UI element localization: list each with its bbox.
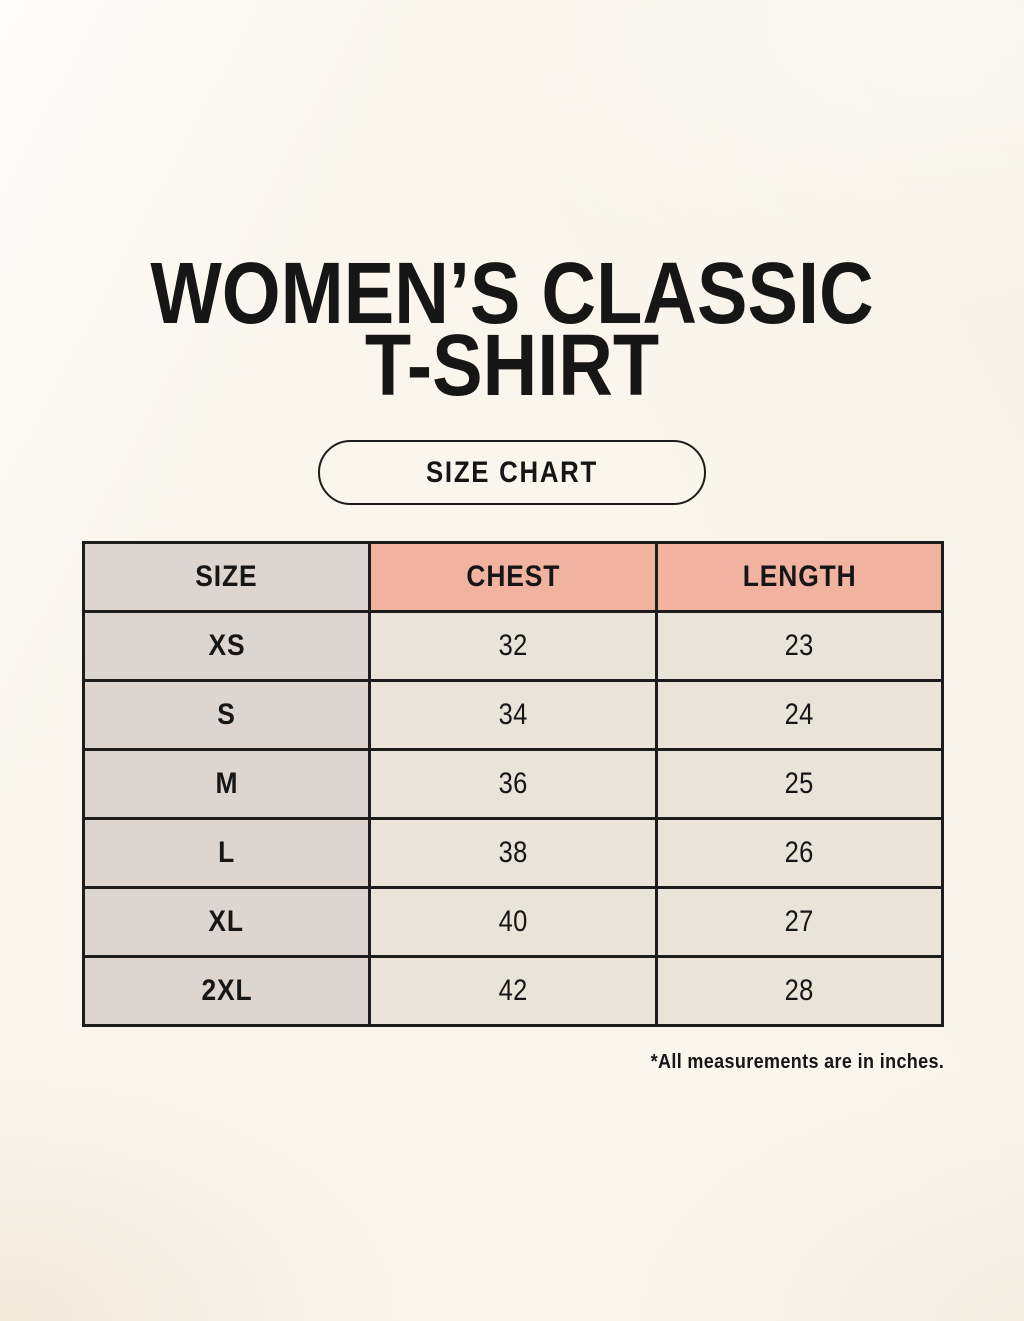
length-cell: 26	[654, 817, 945, 889]
cell-value: 42	[498, 974, 528, 1007]
cell-value: 34	[498, 698, 528, 731]
size-cell: XL	[81, 886, 372, 958]
page-title-line-1: WOMEN’S CLASSIC	[150, 245, 874, 342]
header-row: SIZE CHEST LENGTH	[81, 541, 945, 613]
size-cell: L	[81, 817, 372, 889]
size-cell: M	[81, 748, 372, 820]
length-cell: 23	[654, 610, 945, 682]
cell-value: XL	[208, 905, 245, 938]
measurements-footnote: *All measurements are in inches.	[650, 1051, 944, 1073]
column-header-chest-label: CHEST	[466, 560, 560, 593]
page-title: WOMEN’S CLASSIC T-SHIRT	[67, 245, 958, 415]
cell-value: 32	[498, 629, 528, 662]
size-table: SIZE CHEST LENGTH XS 32 23 S 34 24 M 36 25 L 38 26 X…	[81, 541, 945, 1027]
cell-value: 24	[784, 698, 814, 731]
table-row: M 36 25	[81, 748, 945, 820]
cell-value: 36	[498, 767, 528, 800]
cell-value: M	[215, 767, 239, 800]
size-cell: XS	[81, 610, 372, 682]
table-row: XS 32 23	[81, 610, 945, 682]
cell-value: 40	[498, 905, 528, 938]
size-table-body: XS 32 23 S 34 24 M 36 25 L 38 26 XL 40 27 2XL 42 28	[81, 610, 945, 1027]
cell-value: XS	[208, 629, 246, 662]
size-chart-badge: SIZE CHART	[318, 440, 706, 505]
cell-value: 2XL	[201, 974, 253, 1007]
cell-value: 26	[784, 836, 814, 869]
chest-cell: 36	[368, 748, 658, 820]
cell-value: 28	[784, 974, 814, 1007]
table-row: 2XL 42 28	[81, 955, 945, 1027]
cell-value: 23	[784, 629, 814, 662]
cell-value: 25	[784, 767, 814, 800]
length-cell: 27	[654, 886, 945, 958]
chest-cell: 38	[368, 817, 658, 889]
cell-value: 38	[498, 836, 528, 869]
cell-value: 27	[784, 905, 814, 938]
page-title-line-2: T-SHIRT	[364, 317, 660, 415]
chest-cell: 34	[368, 679, 658, 751]
column-header-length-label: LENGTH	[742, 560, 857, 593]
size-chart-badge-label: SIZE CHART	[426, 455, 598, 489]
size-cell: S	[81, 679, 372, 751]
column-header-size: SIZE	[81, 541, 372, 613]
length-cell: 24	[654, 679, 945, 751]
size-table-header: SIZE CHEST LENGTH	[81, 541, 945, 613]
table-row: L 38 26	[81, 817, 945, 889]
cell-value: S	[217, 698, 236, 731]
column-header-size-label: SIZE	[195, 560, 258, 593]
size-cell: 2XL	[81, 955, 372, 1027]
cell-value: L	[218, 836, 236, 869]
chest-cell: 32	[368, 610, 658, 682]
length-cell: 25	[654, 748, 945, 820]
chest-cell: 42	[368, 955, 658, 1027]
column-header-length: LENGTH	[654, 541, 945, 613]
chest-cell: 40	[368, 886, 658, 958]
table-row: S 34 24	[81, 679, 945, 751]
table-row: XL 40 27	[81, 886, 945, 958]
column-header-chest: CHEST	[368, 541, 658, 613]
length-cell: 28	[654, 955, 945, 1027]
